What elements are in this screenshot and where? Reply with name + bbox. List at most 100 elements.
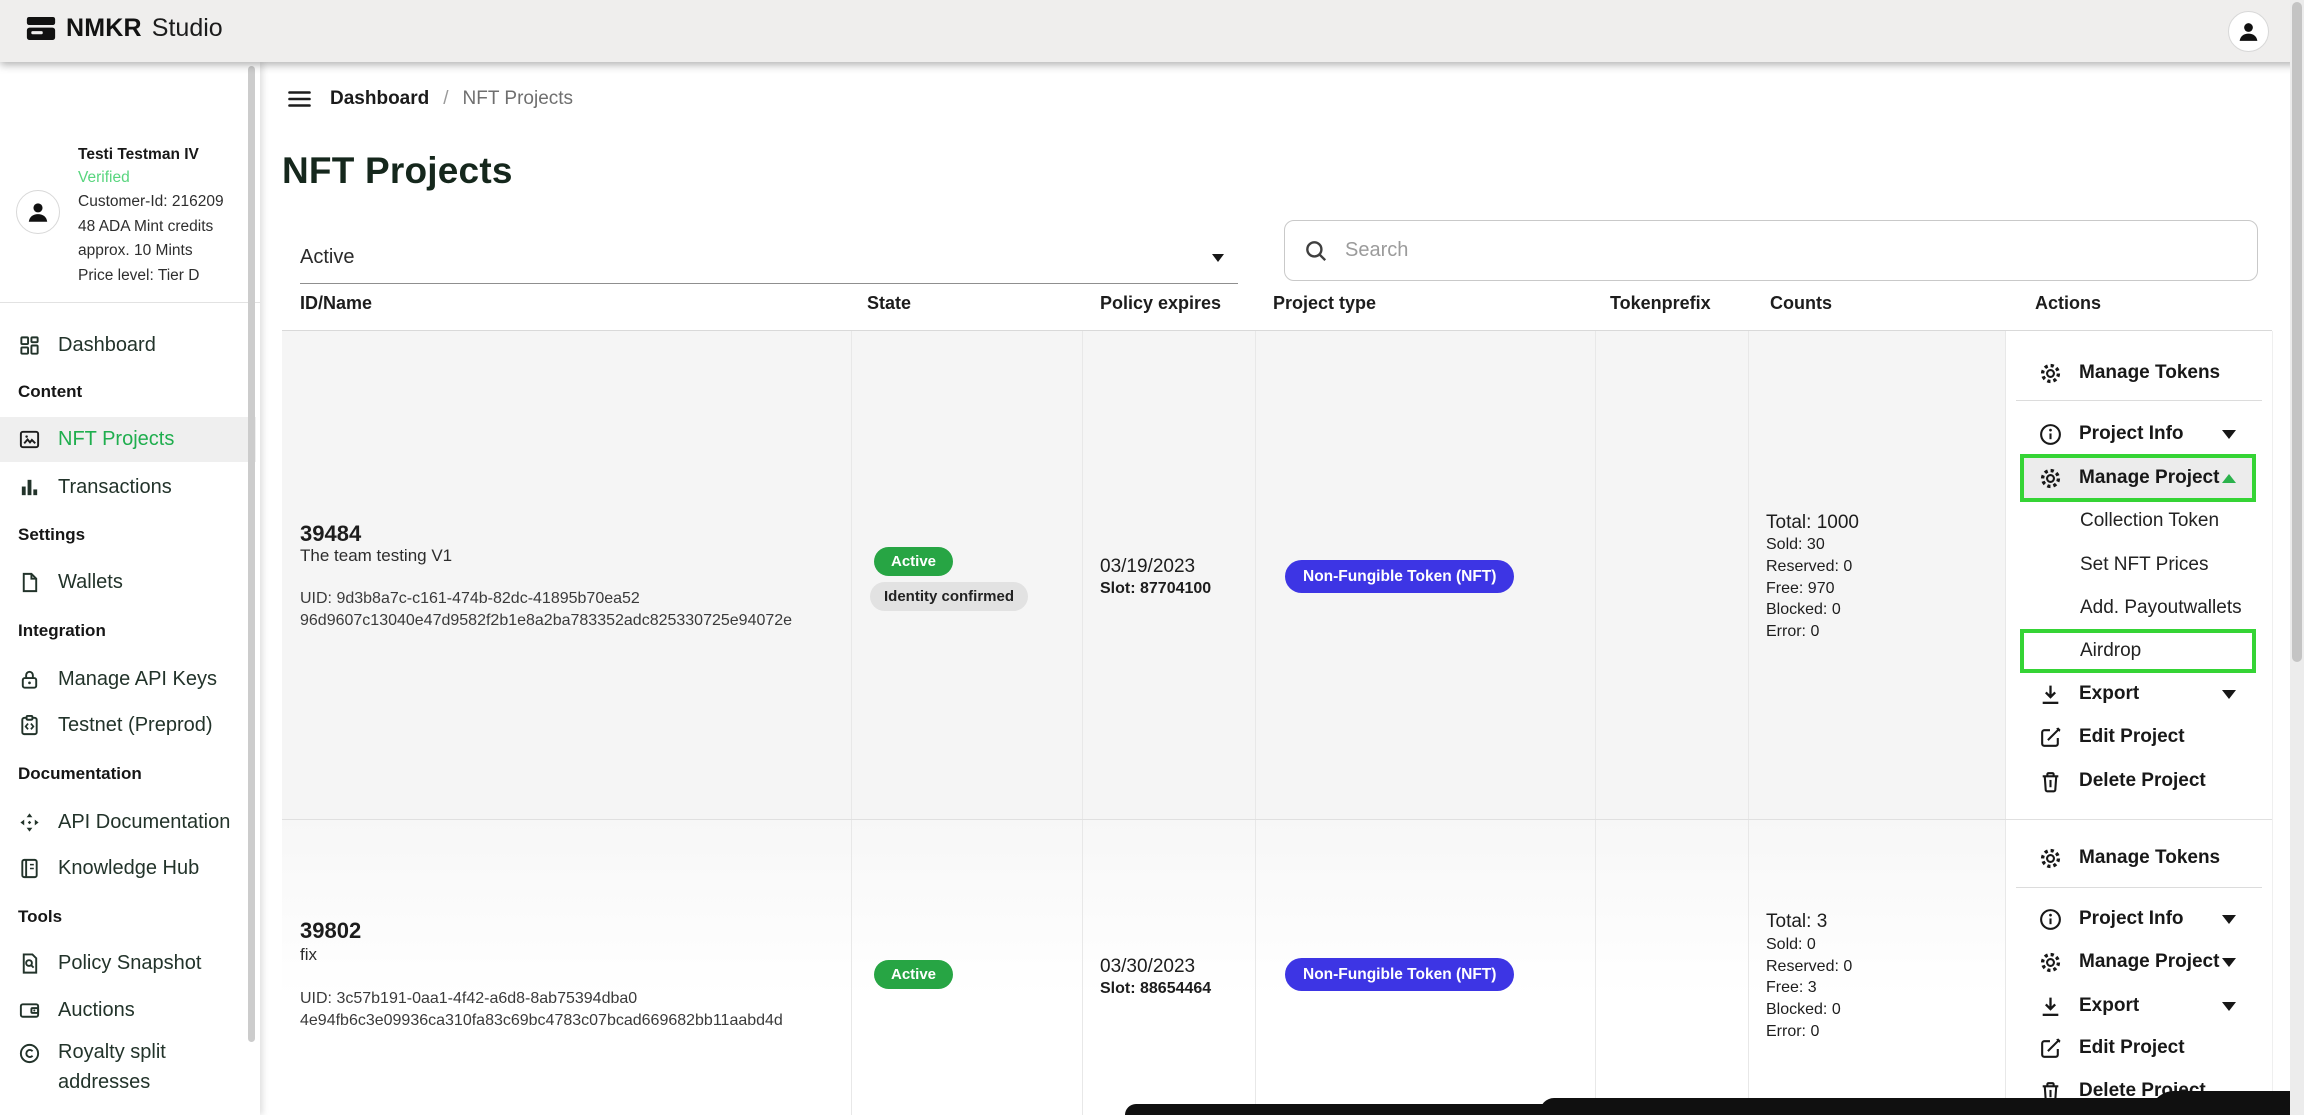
sidebar-item-transactions[interactable]: Transactions [0, 465, 248, 509]
column-divider [1255, 331, 1256, 1115]
sidebar-item-label: Policy Snapshot [58, 951, 202, 974]
project-uid-line2: 96d9607c13040e47d9582f2b1e8a2ba783352adc… [300, 612, 793, 629]
info-icon [2038, 907, 2063, 932]
copyright-icon [18, 1042, 41, 1065]
search-input[interactable] [1343, 238, 2239, 263]
breadcrumb-dashboard-link[interactable]: Dashboard [330, 88, 430, 109]
highlight-box-airdrop [2020, 629, 2256, 673]
hamburger-menu-button[interactable] [284, 87, 315, 111]
action-label: Delete Project [2079, 770, 2206, 791]
sidebar-item-auctions[interactable]: Auctions [0, 988, 248, 1032]
sidebar-section-documentation: Documentation [18, 764, 142, 783]
nmkr-logomark-icon [26, 15, 56, 42]
info-icon [2038, 422, 2063, 447]
sidebar-item-wallets[interactable]: Wallets [0, 560, 248, 604]
action-export[interactable]: Export [2038, 672, 2264, 716]
status-badge: Active [874, 960, 954, 989]
action-label: Manage Tokens [2079, 847, 2221, 868]
policy-slot: Slot: 88654464 [1100, 980, 1212, 997]
download-icon [2038, 994, 2063, 1019]
action-delete-project[interactable]: Delete Project [2038, 759, 2264, 803]
person-icon [25, 199, 51, 225]
status-filter-select[interactable]: Active [300, 232, 1238, 284]
search-box [1284, 220, 2258, 281]
status-filter-value: Active [300, 246, 355, 268]
sidebar-item-policy-snapshot[interactable]: Policy Snapshot [0, 941, 248, 985]
col-header-project-type: Project type [1273, 293, 1377, 313]
action-label: Manage Project [2079, 951, 2220, 972]
action-label: Edit Project [2079, 1037, 2185, 1058]
sidebar-section-settings: Settings [18, 525, 86, 544]
chevron-down-icon [2222, 957, 2236, 967]
count-reserved: Reserved: 0 [1766, 558, 1853, 575]
sidebar-section-tools: Tools [18, 907, 63, 926]
col-header-counts: Counts [1770, 293, 1832, 313]
chevron-down-icon [2222, 429, 2236, 439]
project-uid-line1: UID: 3c57b191-0aa1-4f42-a6d8-8ab75394dba… [300, 990, 638, 1007]
user-menu-button[interactable] [2228, 11, 2269, 52]
app-logo[interactable]: NMKR Studio [26, 14, 223, 43]
action-edit-project[interactable]: Edit Project [2038, 715, 2264, 759]
table-header-divider [282, 330, 2272, 331]
action-project-info[interactable]: Project Info [2038, 412, 2264, 456]
breadcrumb-current: NFT Projects [462, 88, 574, 109]
chevron-down-icon [2222, 689, 2236, 699]
wallet-icon [18, 999, 41, 1022]
sidebar-item-label: Auctions [58, 998, 135, 1021]
sidebar-item-label: NFT Projects [58, 427, 175, 450]
bottom-overlay-banner [2150, 1091, 2304, 1115]
col-header-tokenprefix: Tokenprefix [1610, 293, 1711, 313]
count-sold: Sold: 0 [1766, 936, 1816, 953]
chevron-down-icon [2222, 914, 2236, 924]
hamburger-icon [284, 87, 315, 111]
action-edit-project[interactable]: Edit Project [2038, 1026, 2264, 1070]
gear-icon [2038, 361, 2063, 386]
book-icon [18, 857, 41, 880]
user-price-level: Price level: Tier D [78, 267, 200, 284]
table-row [282, 331, 2005, 819]
submenu-add-payoutwallets[interactable]: Add. Payoutwallets [2080, 597, 2242, 618]
action-manage-project[interactable]: Manage Project [2038, 456, 2264, 500]
sidebar-item-knowledge-hub[interactable]: Knowledge Hub [0, 846, 248, 890]
sidebar-item-dashboard[interactable]: Dashboard [0, 323, 248, 367]
action-manage-project[interactable]: Manage Project [2038, 940, 2264, 984]
action-label: Export [2079, 683, 2140, 704]
action-label: Project Info [2079, 908, 2184, 929]
count-total: Total: 3 [1766, 911, 1828, 932]
sidebar: Testi Testman IV Verified Customer-Id: 2… [0, 62, 260, 1115]
bar-chart-icon [18, 476, 41, 499]
submenu-set-nft-prices[interactable]: Set NFT Prices [2080, 554, 2209, 575]
column-divider [1082, 331, 1083, 1115]
status-badge: Active [874, 547, 954, 576]
table-row [282, 819, 2005, 1115]
sidebar-item-nft-projects[interactable]: NFT Projects [0, 417, 248, 461]
edit-icon [2038, 1036, 2063, 1061]
sidebar-scrollbar-thumb[interactable] [248, 66, 255, 1042]
lock-icon [18, 668, 41, 691]
action-project-info[interactable]: Project Info [2038, 897, 2264, 941]
project-name: fix [300, 945, 317, 964]
edit-icon [2038, 725, 2063, 750]
action-label: Edit Project [2079, 726, 2185, 747]
download-icon [2038, 682, 2063, 707]
count-blocked: Blocked: 0 [1766, 601, 1841, 618]
count-free: Free: 3 [1766, 979, 1817, 996]
policy-slot: Slot: 87704100 [1100, 580, 1212, 597]
sidebar-item-testnet[interactable]: Testnet (Preprod) [0, 703, 248, 747]
sidebar-item-api-documentation[interactable]: API Documentation [0, 800, 248, 844]
submenu-collection-token[interactable]: Collection Token [2080, 510, 2220, 531]
sidebar-item-label: Wallets [58, 570, 123, 593]
action-manage-tokens[interactable]: Manage Tokens [2038, 836, 2264, 880]
page-scrollbar-thumb[interactable] [2292, 2, 2302, 662]
menu-divider [2016, 400, 2262, 401]
document-search-icon [18, 952, 41, 975]
project-id: 39484 [300, 521, 362, 546]
col-header-state: State [867, 293, 912, 313]
submenu-airdrop[interactable]: Airdrop [2080, 640, 2142, 661]
sidebar-item-royalty-split[interactable]: Royalty split addresses [0, 1037, 248, 1115]
sidebar-divider [0, 302, 260, 303]
action-export[interactable]: Export [2038, 984, 2264, 1028]
action-manage-tokens[interactable]: Manage Tokens [2038, 351, 2264, 395]
sidebar-item-manage-api-keys[interactable]: Manage API Keys [0, 657, 248, 701]
person-icon [2236, 19, 2261, 44]
